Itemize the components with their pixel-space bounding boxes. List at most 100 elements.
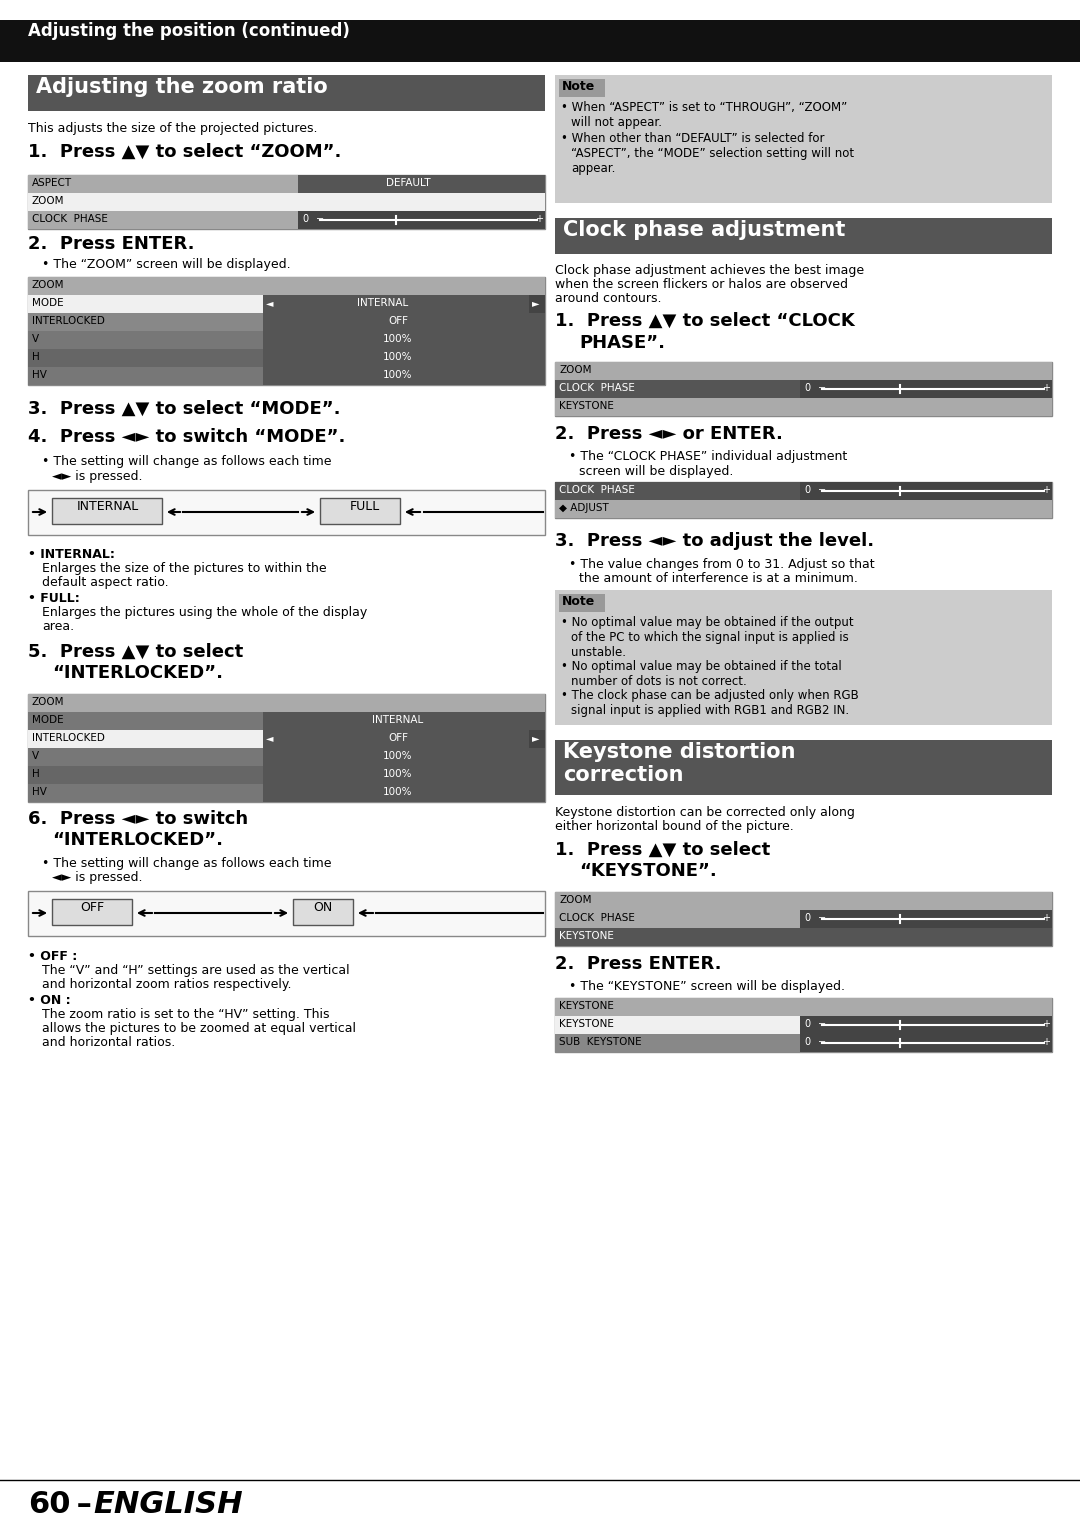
Bar: [555, 483, 1052, 499]
Text: OFF: OFF: [388, 316, 408, 325]
Text: 0: 0: [302, 214, 308, 224]
Text: number of dots is not correct.: number of dots is not correct.: [571, 675, 746, 689]
Text: • The value changes from 0 to 31. Adjust so that: • The value changes from 0 to 31. Adjust…: [569, 557, 875, 571]
Text: • When “ASPECT” is set to “THROUGH”, “ZOOM”: • When “ASPECT” is set to “THROUGH”, “ZO…: [561, 101, 847, 115]
Bar: [555, 892, 1052, 947]
Text: KEYSTONE: KEYSTONE: [559, 1019, 613, 1029]
Bar: [28, 75, 545, 111]
Text: –: –: [66, 1490, 103, 1519]
Text: area.: area.: [42, 620, 75, 634]
Text: ►: ►: [532, 733, 540, 744]
Bar: [28, 693, 545, 802]
Text: −: −: [818, 1037, 826, 1048]
Text: Keystone distortion
correction: Keystone distortion correction: [563, 742, 796, 785]
Text: • The “KEYSTONE” screen will be displayed.: • The “KEYSTONE” screen will be displaye…: [569, 980, 845, 993]
Text: 5.  Press ▲▼ to select: 5. Press ▲▼ to select: [28, 643, 243, 661]
Text: DEFAULT: DEFAULT: [386, 179, 430, 188]
Text: “INTERLOCKED”.: “INTERLOCKED”.: [52, 664, 222, 683]
Bar: [800, 1015, 1052, 1034]
Text: +: +: [1042, 1037, 1050, 1048]
Text: signal input is applied with RGB1 and RGB2 IN.: signal input is applied with RGB1 and RG…: [571, 704, 849, 718]
Bar: [28, 890, 545, 936]
Bar: [264, 366, 545, 385]
Text: KEYSTONE: KEYSTONE: [559, 931, 613, 941]
Text: +: +: [1042, 1019, 1050, 1029]
Text: will not appear.: will not appear.: [571, 116, 662, 128]
Text: Adjusting the zoom ratio: Adjusting the zoom ratio: [36, 76, 327, 98]
Text: and horizontal zoom ratios respectively.: and horizontal zoom ratios respectively.: [42, 977, 292, 991]
Text: 2.  Press ENTER.: 2. Press ENTER.: [28, 235, 194, 253]
Bar: [28, 490, 545, 534]
Bar: [555, 499, 1052, 518]
Bar: [28, 211, 545, 229]
Bar: [555, 399, 1052, 415]
Text: ZOOM: ZOOM: [32, 195, 65, 206]
Bar: [298, 176, 545, 192]
Text: • OFF :: • OFF :: [28, 950, 78, 964]
Text: Note: Note: [562, 596, 595, 608]
Text: +: +: [1042, 383, 1050, 392]
Bar: [28, 313, 545, 331]
Text: −: −: [818, 383, 826, 392]
Bar: [800, 483, 1052, 499]
Text: 6.  Press ◄► to switch: 6. Press ◄► to switch: [28, 809, 248, 828]
Text: OFF: OFF: [388, 733, 408, 744]
Text: −: −: [818, 1019, 826, 1029]
Text: “ASPECT”, the “MODE” selection setting will not: “ASPECT”, the “MODE” selection setting w…: [571, 147, 854, 160]
Text: ON: ON: [313, 901, 333, 915]
Text: • FULL:: • FULL:: [28, 592, 80, 605]
Bar: [52, 899, 132, 925]
Text: ASPECT: ASPECT: [32, 179, 72, 188]
Text: KEYSTONE: KEYSTONE: [559, 1002, 613, 1011]
Text: 0: 0: [804, 383, 810, 392]
Text: 0: 0: [804, 1019, 810, 1029]
Text: 1.  Press ▲▼ to select: 1. Press ▲▼ to select: [555, 841, 770, 860]
Text: the amount of interference is at a minimum.: the amount of interference is at a minim…: [579, 573, 858, 585]
Bar: [28, 693, 545, 712]
Text: MODE: MODE: [32, 715, 64, 725]
Text: Adjusting the position (continued): Adjusting the position (continued): [28, 21, 350, 40]
Text: CLOCK  PHASE: CLOCK PHASE: [32, 214, 108, 224]
Bar: [264, 748, 545, 767]
Text: −: −: [818, 913, 826, 922]
Text: +: +: [1042, 486, 1050, 495]
Text: default aspect ratio.: default aspect ratio.: [42, 576, 168, 589]
Text: 60: 60: [28, 1490, 70, 1519]
Text: H: H: [32, 770, 40, 779]
Bar: [28, 192, 545, 211]
Bar: [555, 741, 1052, 796]
Text: ZOOM: ZOOM: [559, 895, 592, 906]
Text: ◄: ◄: [266, 733, 273, 744]
Bar: [28, 276, 545, 385]
Text: 2.  Press ◄► or ENTER.: 2. Press ◄► or ENTER.: [555, 425, 783, 443]
Bar: [555, 1034, 1052, 1052]
Text: • ON :: • ON :: [28, 994, 70, 1006]
Text: • The clock phase can be adjusted only when RGB: • The clock phase can be adjusted only w…: [561, 689, 859, 702]
Text: The zoom ratio is set to the “HV” setting. This: The zoom ratio is set to the “HV” settin…: [42, 1008, 329, 1022]
Bar: [555, 892, 1052, 910]
Text: The “V” and “H” settings are used as the vertical: The “V” and “H” settings are used as the…: [42, 964, 350, 977]
Text: Note: Note: [562, 79, 595, 93]
Bar: [555, 483, 1052, 518]
Text: +: +: [1042, 913, 1050, 922]
Bar: [298, 211, 545, 229]
Text: of the PC to which the signal input is applied is: of the PC to which the signal input is a…: [571, 631, 849, 644]
Bar: [555, 910, 1052, 928]
Text: FULL: FULL: [350, 499, 380, 513]
Bar: [555, 1015, 1052, 1034]
Bar: [800, 1034, 1052, 1052]
Text: 1.  Press ▲▼ to select “CLOCK: 1. Press ▲▼ to select “CLOCK: [555, 312, 854, 330]
Text: INTERLOCKED: INTERLOCKED: [32, 733, 105, 744]
Bar: [28, 712, 545, 730]
Text: when the screen flickers or halos are observed: when the screen flickers or halos are ob…: [555, 278, 848, 292]
Text: unstable.: unstable.: [571, 646, 626, 660]
Bar: [555, 380, 1052, 399]
Text: Clock phase adjustment: Clock phase adjustment: [563, 220, 846, 240]
Text: SUB  KEYSTONE: SUB KEYSTONE: [559, 1037, 642, 1048]
Bar: [264, 730, 529, 748]
Text: HV: HV: [32, 786, 46, 797]
Bar: [28, 350, 545, 366]
Bar: [28, 331, 545, 350]
Bar: [559, 79, 605, 98]
Text: • When other than “DEFAULT” is selected for: • When other than “DEFAULT” is selected …: [561, 131, 824, 145]
